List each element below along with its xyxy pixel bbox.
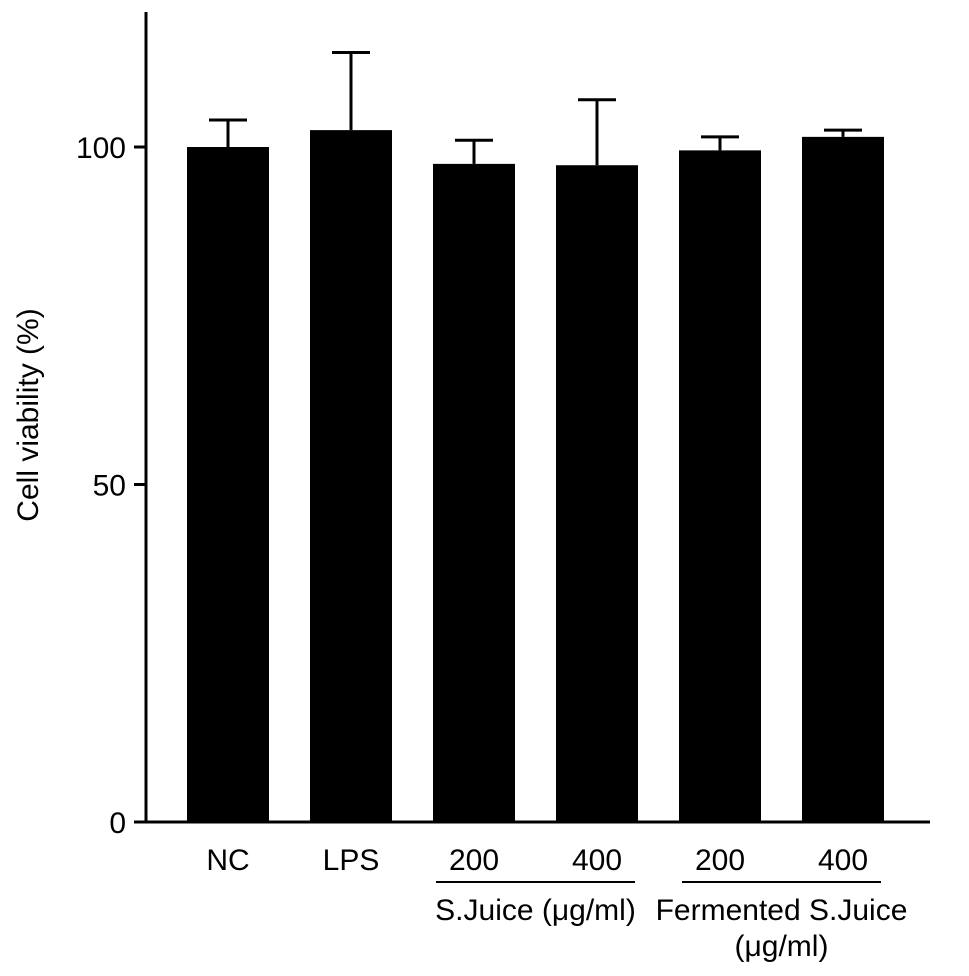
x-tick-label: 400: [572, 844, 622, 877]
x-tick-label: NC: [206, 844, 249, 877]
bar: [187, 147, 269, 822]
bar: [556, 165, 638, 823]
y-axis-label: Cell viability (%): [12, 308, 45, 521]
y-ticks-layer: 0 50 100: [76, 132, 146, 840]
error-bar: [578, 98, 616, 166]
y-tick-label: 50: [93, 470, 126, 503]
error-bars-layer: [209, 51, 862, 166]
bar: [433, 163, 515, 822]
bars-layer: [187, 130, 884, 823]
error-bar: [701, 135, 739, 151]
bar: [679, 150, 761, 822]
x-tick-label: 200: [449, 844, 499, 877]
error-bar: [332, 51, 370, 131]
group-label: Fermented S.Juice (μg/ml): [656, 894, 908, 963]
bar: [310, 130, 392, 822]
x-labels-layer: NC LPS 200 400 200 400: [206, 844, 868, 877]
y-tick-label: 0: [109, 807, 126, 840]
x-tick-label: 200: [695, 844, 745, 877]
x-tick-label: 400: [818, 844, 868, 877]
bar: [802, 136, 884, 822]
x-tick-label: LPS: [323, 844, 380, 877]
group-labels-layer: S.Juice (μg/ml) Fermented S.Juice (μg/ml): [435, 881, 908, 963]
y-tick-label: 100: [76, 132, 126, 165]
error-bar: [455, 138, 493, 164]
error-bar: [209, 118, 247, 147]
group-label: S.Juice (μg/ml): [435, 894, 636, 927]
error-bar: [824, 128, 862, 137]
